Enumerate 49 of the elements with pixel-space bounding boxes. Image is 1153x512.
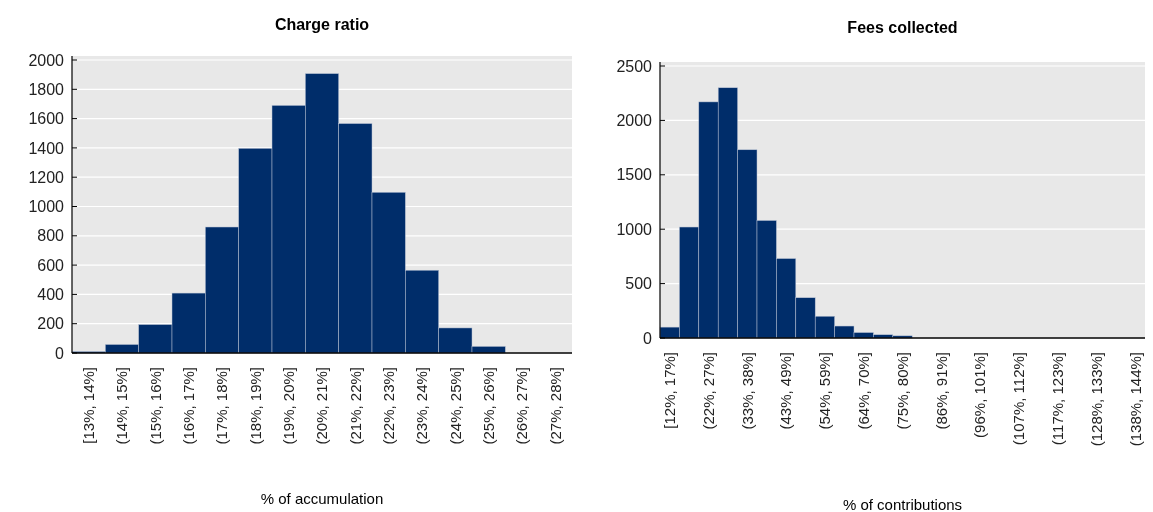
x-tick-label: (33%, 38%] xyxy=(738,352,756,430)
x-tick-label: (96%, 101%] xyxy=(971,352,989,438)
x-tick-label: (86%, 91%] xyxy=(932,352,950,430)
y-tick-label: 1500 xyxy=(616,166,653,184)
y-tick-label: 800 xyxy=(37,227,65,245)
x-tick-label: (26%, 27%] xyxy=(513,367,531,445)
x-tick-label: (75%, 80%] xyxy=(893,352,911,430)
x-tick-label: [13%, 14%] xyxy=(79,367,97,444)
y-tick-label: 1000 xyxy=(28,198,65,216)
x-tick-label: (22%, 27%] xyxy=(699,352,717,430)
y-tick-label: 1600 xyxy=(28,110,65,128)
y-tick-label: 2500 xyxy=(616,57,653,75)
x-tick-label: (21%, 22%] xyxy=(346,367,364,445)
x-tick-label: (25%, 26%] xyxy=(479,367,497,445)
y-tick-label: 0 xyxy=(55,344,65,362)
x-tick-label: (17%, 18%] xyxy=(213,367,231,445)
y-tick-label: 0 xyxy=(643,329,653,347)
x-tick-label: (138%, 144%] xyxy=(1126,352,1144,447)
x-axis-title: % of accumulation xyxy=(260,490,384,507)
x-tick-label: (43%, 49%] xyxy=(777,352,795,430)
y-tick-label: 2000 xyxy=(616,112,653,129)
y-tick-label: 2000 xyxy=(28,51,65,69)
y-tick-label: 600 xyxy=(37,256,65,274)
chart-title: Charge ratio xyxy=(274,16,370,33)
x-tick-label: (54%, 59%] xyxy=(816,352,834,430)
x-tick-label: (128%, 133%] xyxy=(1087,352,1105,447)
x-tick-label: (16%, 17%] xyxy=(179,367,197,445)
x-tick-label: (20%, 21%] xyxy=(313,367,331,445)
y-tick-label: 1800 xyxy=(28,80,65,98)
y-tick-label: 1200 xyxy=(28,168,65,186)
x-axis-title: % of contributions xyxy=(842,496,963,512)
x-tick-label: (117%, 123%] xyxy=(1048,352,1066,446)
x-tick-label: [12%, 17%] xyxy=(660,352,678,429)
x-tick-label: (18%, 19%] xyxy=(246,367,264,445)
x-tick-label: (22%, 23%] xyxy=(379,367,397,445)
x-tick-label: (14%, 15%] xyxy=(113,367,131,445)
x-tick-label: (64%, 70%] xyxy=(854,352,872,430)
x-tick-label: (15%, 16%] xyxy=(146,367,164,445)
x-tick-label: (24%, 25%] xyxy=(446,367,464,445)
y-tick-label: 1000 xyxy=(616,220,653,238)
y-tick-label: 1400 xyxy=(28,139,65,157)
x-tick-label: (107%, 112%] xyxy=(1010,352,1028,446)
x-tick-label: (27%, 28%] xyxy=(546,367,564,445)
y-tick-label: 200 xyxy=(37,315,65,333)
x-tick-label: (19%, 20%] xyxy=(279,367,297,445)
y-tick-label: 400 xyxy=(37,286,65,303)
chart-title: Fees collected xyxy=(847,19,958,36)
y-tick-label: 500 xyxy=(625,275,653,293)
x-tick-label: (23%, 24%] xyxy=(413,367,431,445)
